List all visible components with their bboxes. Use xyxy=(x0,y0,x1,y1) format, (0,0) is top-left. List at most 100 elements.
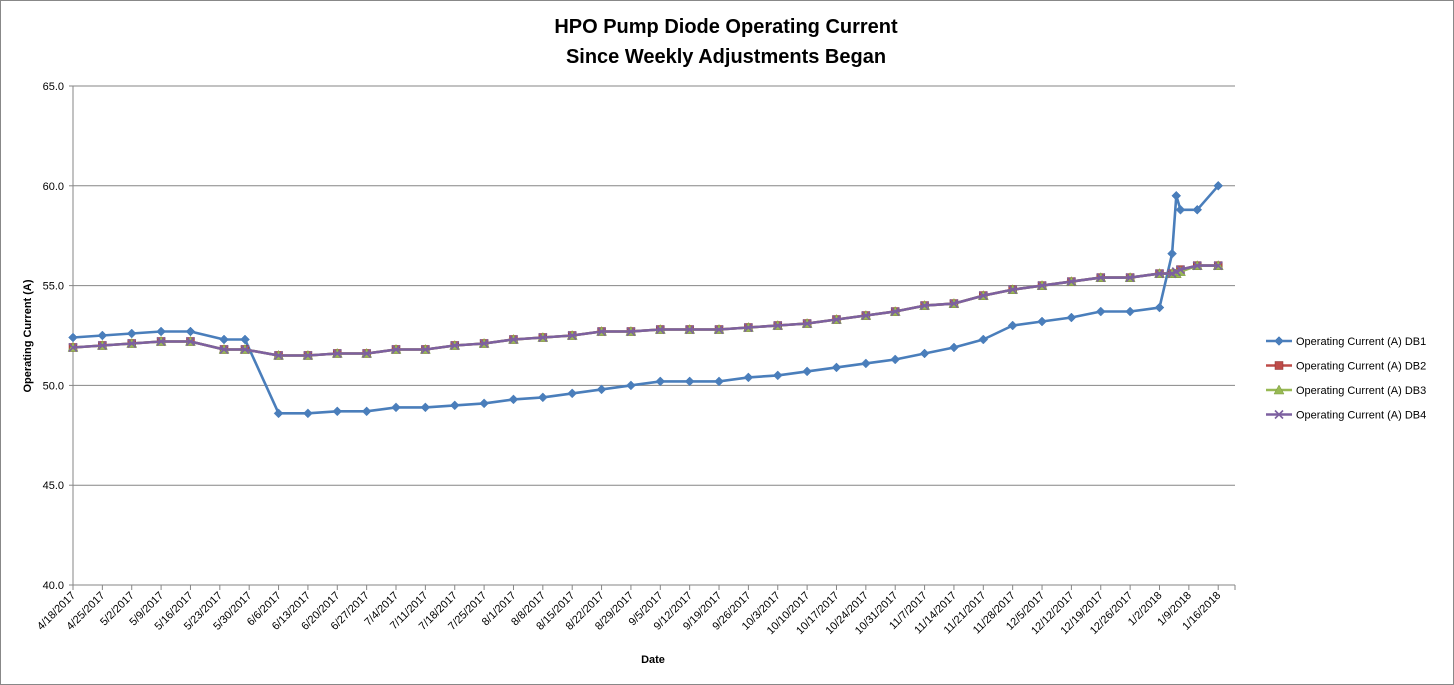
series-4-point xyxy=(273,350,284,361)
legend-marker xyxy=(1274,336,1284,346)
series-1-point xyxy=(273,408,284,419)
y-tick-label: 60.0 xyxy=(43,181,64,193)
series-1-point xyxy=(772,370,783,381)
series-4-point xyxy=(1008,285,1018,295)
series-4-point xyxy=(1096,273,1106,283)
series-4-point xyxy=(127,338,137,349)
series-4-point xyxy=(450,340,460,351)
series-1-point xyxy=(1037,316,1047,327)
y-tick-label: 50.0 xyxy=(43,380,64,392)
series-4-point xyxy=(773,320,783,331)
series-4-point xyxy=(890,306,900,317)
series-1-point xyxy=(1167,248,1177,259)
series-4-point xyxy=(1192,261,1202,271)
series-4-point xyxy=(655,324,665,335)
series-1-point xyxy=(1171,190,1182,201)
series-4-point xyxy=(362,348,372,359)
series-4-point xyxy=(978,291,988,301)
series-4 xyxy=(68,261,1223,361)
series-1-point xyxy=(68,332,78,343)
series-1-point xyxy=(303,408,313,419)
series-4-point xyxy=(1154,269,1165,279)
series-1-point xyxy=(537,392,548,403)
series-4-point xyxy=(949,298,959,309)
series-1-point xyxy=(332,406,343,417)
series-1-point xyxy=(1066,312,1077,323)
series-layer xyxy=(67,180,1224,419)
series-1-point xyxy=(860,358,871,369)
legend-marker xyxy=(1273,384,1285,395)
y-tick-label: 40.0 xyxy=(43,580,64,592)
series-1-point xyxy=(156,326,166,337)
series-4-point xyxy=(1175,265,1186,275)
series-1-line xyxy=(72,184,1220,415)
series-4-point xyxy=(831,314,842,325)
series-4-point xyxy=(802,318,812,329)
legend-item-4: Operating Current (A) DB4 xyxy=(1266,410,1426,422)
legend-item-2: Operating Current (A) DB2 xyxy=(1266,361,1426,373)
series-1-point xyxy=(655,376,666,387)
y-tick-labels: 40.0 45.0 50.0 55.0 60.0 65.0 xyxy=(43,81,64,592)
series-4-point xyxy=(743,322,753,333)
legend-label: Operating Current (A) DB4 xyxy=(1296,410,1426,422)
legend-item-3: Operating Current (A) DB3 xyxy=(1266,384,1426,397)
legend-marker xyxy=(1274,409,1284,420)
y-tick-label: 55.0 xyxy=(43,281,64,293)
series-1-point xyxy=(219,334,229,345)
series-4-point xyxy=(479,338,489,349)
series-4-point xyxy=(626,326,636,337)
series-4-point xyxy=(685,324,695,335)
series-4-point xyxy=(596,326,607,337)
legend-label: Operating Current (A) DB2 xyxy=(1296,361,1426,373)
series-1-point xyxy=(185,326,196,337)
axes xyxy=(69,85,1236,590)
y-tick-label: 65.0 xyxy=(43,81,64,93)
series-2 xyxy=(68,261,1223,360)
series-4-point xyxy=(1213,261,1223,271)
chart-title-line-2: Since Weekly Adjustments Began xyxy=(566,46,886,68)
y-tick-label: 45.0 xyxy=(43,480,64,492)
legend-marker xyxy=(1274,361,1284,370)
series-1-point xyxy=(508,394,519,405)
series-4-point xyxy=(1125,273,1135,283)
series-4-point xyxy=(920,300,930,311)
series-1-point xyxy=(919,348,930,359)
series-1-point xyxy=(596,384,607,395)
series-4-point xyxy=(68,342,78,353)
series-1-point xyxy=(449,400,460,411)
series-1-point xyxy=(714,376,724,387)
series-1-point xyxy=(831,362,842,373)
series-1-point xyxy=(1154,302,1165,313)
series-3 xyxy=(67,260,1224,360)
series-4-point xyxy=(303,350,313,361)
series-1-point xyxy=(802,366,812,377)
series-4-point xyxy=(156,336,166,347)
series-1-point xyxy=(97,330,108,341)
series-4-point xyxy=(420,344,430,355)
series-1-point xyxy=(479,398,489,409)
series-1-point xyxy=(626,380,636,391)
legend-item-1: Operating Current (A) DB1 xyxy=(1266,336,1426,348)
series-1-point xyxy=(361,406,372,417)
series-1-point xyxy=(1192,204,1203,215)
series-1-point xyxy=(391,402,401,413)
series-4-point xyxy=(714,324,724,335)
series-4-point xyxy=(219,344,229,355)
series-4-point xyxy=(538,332,548,343)
series-4-point xyxy=(332,348,342,359)
series-4-point xyxy=(508,334,519,345)
series-4-point xyxy=(391,344,401,355)
series-1-point xyxy=(684,376,695,387)
series-1 xyxy=(68,180,1224,419)
series-1-point xyxy=(978,334,989,345)
series-4-point xyxy=(185,336,196,347)
series-1-point xyxy=(420,402,431,413)
series-4-point xyxy=(861,310,871,321)
legend-label: Operating Current (A) DB3 xyxy=(1296,385,1426,397)
series-1-point xyxy=(126,328,137,339)
series-4-point xyxy=(567,330,577,341)
series-1-point xyxy=(1175,204,1186,215)
series-1-point xyxy=(1007,320,1018,331)
